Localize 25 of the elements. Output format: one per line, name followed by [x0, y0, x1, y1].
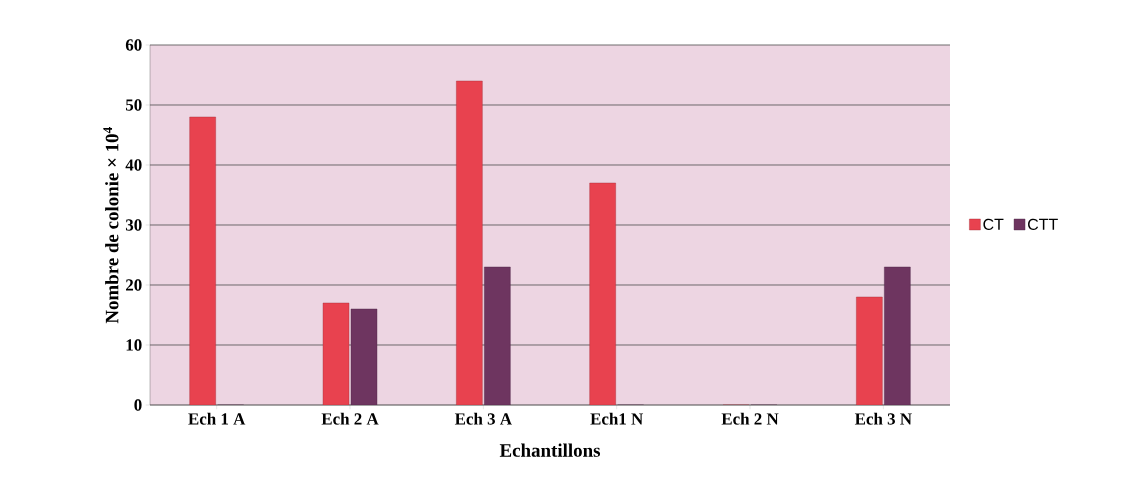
y-tick-label: 30: [125, 219, 142, 231]
bar: [456, 80, 483, 405]
x-tick-label: Ech 1 A: [188, 412, 246, 425]
y-tick-label: 50: [125, 99, 142, 111]
bar: [189, 116, 216, 405]
y-tick-label: 0: [134, 399, 142, 411]
bar: [884, 266, 911, 405]
bar: [856, 296, 883, 405]
x-tick-label: Ech 3 N: [854, 412, 912, 425]
legend-label: CT: [983, 218, 1004, 230]
y-axis-title: Nombre de colonie × 10$^{4}$: [103, 127, 119, 324]
x-tick-label: Ech 3 A: [454, 412, 512, 425]
x-tick-label: Ech1 N: [590, 412, 644, 425]
bar: [350, 308, 378, 405]
y-tick-label: 20: [126, 279, 142, 291]
x-tick-label: Ech 2 N: [721, 412, 779, 425]
bar: [322, 302, 350, 405]
y-tick-label: 60: [125, 39, 142, 51]
bar: [484, 266, 511, 405]
bar: [589, 182, 616, 405]
x-axis-title: Echantillons: [499, 443, 601, 457]
y-tick-label: 40: [125, 159, 142, 171]
y-tick-label: 10: [126, 339, 142, 351]
legend-label: CTT: [1028, 218, 1058, 230]
x-tick-label: Ech 2 A: [321, 412, 379, 425]
